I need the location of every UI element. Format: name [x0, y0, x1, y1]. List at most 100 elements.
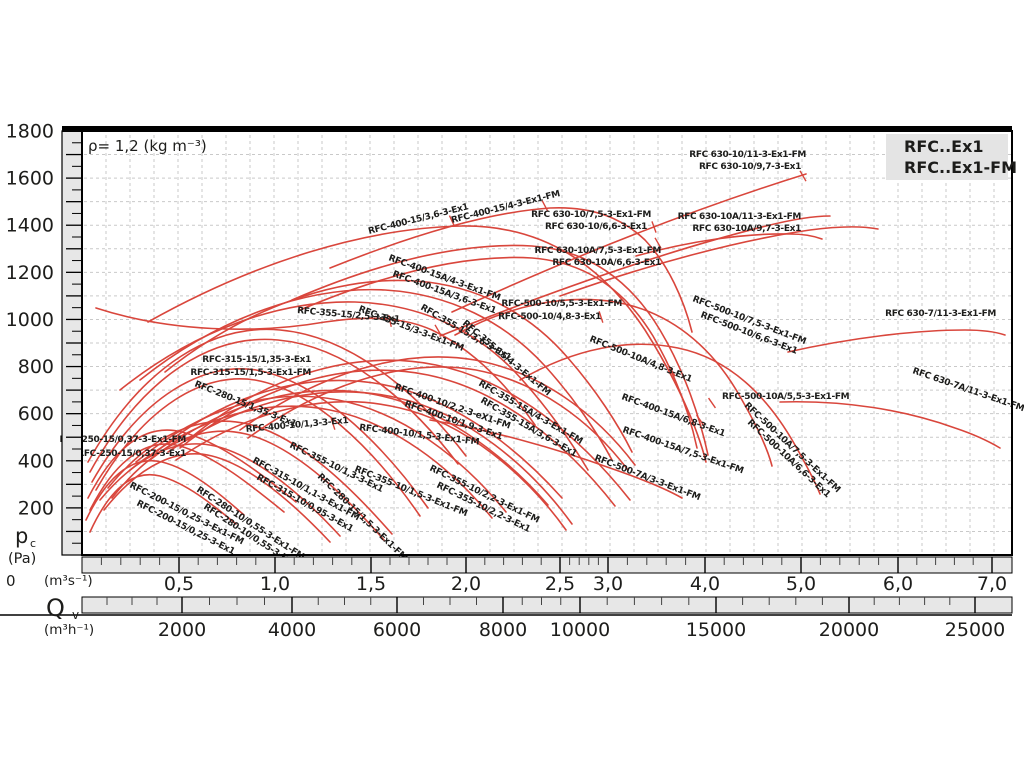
- flow-ms-tick-label: 4,0: [690, 573, 720, 595]
- y-axis-tick-label: 1000: [6, 309, 54, 331]
- flow-m3h-tick-label: 6000: [373, 619, 421, 641]
- y-axis-labels: 1800 1600 1400 1200 1000 800 600 400 200: [6, 121, 54, 520]
- curve-label: RFC-500-10/4,8-3-Ex1: [498, 312, 601, 322]
- performance-curves: [85, 173, 1006, 543]
- curve-rfc-400-15a-3-6-3-ex1: [299, 256, 698, 449]
- flow-ms-ticks: [100, 557, 993, 573]
- flow-m3h-tick-label: 20000: [819, 619, 879, 641]
- curve-label: RFC-500-10/5,5-3-Ex1-FM: [501, 299, 622, 309]
- curve-tick-mark: [330, 418, 336, 430]
- curve-tick-mark: [799, 170, 807, 182]
- curve-rfc-355-10-2-2-3-ex1: [175, 400, 567, 531]
- curve-rfc-315-15-1-35-3-ex1: [89, 338, 459, 473]
- flow-ms-tick-label: 0,5: [164, 573, 194, 595]
- flow-ms-tick-label: 6,0: [883, 573, 913, 595]
- flow-ms-tick-label: 1,0: [260, 573, 290, 595]
- curve-rfc-400-10-1-9-3-ex1: [179, 369, 616, 507]
- flow-ms-ruler-band: [81, 556, 1013, 574]
- flow-m3h-tick-labels: 2000 4000 6000 8000 10000 15000 20000 25000: [158, 619, 1005, 641]
- curve-rfc-500-7a-3-3-ex1-fm: [429, 419, 683, 499]
- curve-label: RFC 630-10A/11-3-Ex1-FM: [678, 212, 802, 222]
- curve-label: RFC-250-15/0,37-3-Ex1: [77, 449, 186, 459]
- curve-label: RFC 630-10A/9,7-3-Ex1: [692, 224, 801, 234]
- curve-tick-mark: [654, 237, 662, 249]
- flow-ms-tick-labels: 0,5 1,0 1,5 2,0 2,5 3,0 4,0 5,0 6,0 7,0: [164, 573, 1007, 595]
- y-axis-unit: (Pa): [8, 551, 36, 567]
- flow-m3h-tick-label: 25000: [945, 619, 1005, 641]
- y-axis-name: p: [15, 524, 28, 548]
- y-axis-tick-label: 800: [18, 356, 54, 378]
- curve-tick-marks: [330, 170, 807, 430]
- legend-line-ex1-fm: RFC..Ex1-FM: [904, 158, 1017, 177]
- curve-rfc-355-10-2-2-3-ex1-fm: [167, 391, 573, 525]
- curve-rfc-400-15-3-6-3-ex1: [147, 225, 707, 463]
- curve-rfc-280-10-0-55-3-ex1: [103, 453, 331, 543]
- curve-tick-mark: [598, 311, 604, 323]
- curve-rfc-355-15a-3-6-3-ex1: [247, 366, 629, 471]
- curve-label: RFC-250-15/0,37-3-Ex1-FM: [59, 435, 186, 445]
- y-axis-tick-label: 1600: [6, 168, 54, 190]
- y-axis-tick-label: 400: [18, 450, 54, 472]
- curve-label: RFC 630-10/11-3-Ex1-FM: [689, 150, 806, 160]
- curve-rfc-355-15a-4-3-ex1-fm: [239, 356, 636, 466]
- flow-ms-tick-label: 1,5: [356, 573, 386, 595]
- curve-label: RFC 630-10/7,5-3-Ex1-FM: [531, 210, 651, 220]
- flow-ms-tick-label: 2,5: [545, 573, 575, 595]
- curve-tick-mark: [434, 324, 442, 336]
- curve-rfc-630-10a-11: [559, 226, 879, 297]
- y-axis-tick-label: 1800: [6, 121, 54, 143]
- curve-rfc-280-15-1-5-3-ex1-fm: [91, 368, 429, 509]
- curve-rfc-630-7-11: [787, 329, 1006, 353]
- flow-m3h-unit: (m³h⁻¹): [44, 622, 94, 638]
- curve-rfc-400-15a-4-3-ex1-fm: [291, 244, 709, 456]
- curve-tick-mark: [541, 200, 549, 212]
- curve-rfc-355-15-2-5-3-ex1: [95, 307, 536, 426]
- curve-rfc-500-10a: [519, 343, 821, 495]
- flow-m3h-ticks: [106, 597, 976, 613]
- flow-ms-tick-label: 3,0: [593, 573, 623, 595]
- curve-tick-mark: [388, 314, 392, 328]
- curve-label: RFC 630-10/6,6-3-Ex1: [545, 222, 647, 232]
- curve-tick-mark: [651, 221, 657, 233]
- curve-rfc-355-15-3-3-ex1-fm: [119, 301, 589, 471]
- curve-label: RFC-315-15/1,5-3-Ex1-FM: [190, 368, 311, 378]
- flow-m3h-ruler-band: [81, 596, 1013, 614]
- curve-rfc-400-10-2-2-3-ex1-fm: [187, 359, 631, 501]
- flow-m3h-tick-label: 2000: [158, 619, 206, 641]
- curve-tick-mark: [695, 414, 705, 426]
- flow-ms-tick-label: 5,0: [786, 573, 816, 595]
- flow-ms-tick-label: 2,0: [451, 573, 481, 595]
- y-axis-name-subscript: c: [30, 537, 36, 550]
- y-axis-tick-label: 1400: [6, 215, 54, 237]
- y-axis-tick-label: 600: [18, 403, 54, 425]
- curve-rfc-355-15-4-3-ex1-fm: [164, 279, 633, 453]
- curve-rfc-315-15-1-5-3-ex1-fm: [87, 328, 467, 463]
- curve-rfc-280-15-1-35-3-ex1: [95, 378, 421, 517]
- flow-ms-tick-label: 7,0: [977, 573, 1007, 595]
- curve-label: RFC 630-10/9,7-3-Ex1: [699, 162, 801, 172]
- flow-axis-name-subscript: v: [72, 608, 79, 622]
- curve-rfc-400-10-1-5-3-ex1-fm: [155, 379, 563, 499]
- flow-m3h-tick-label: 10000: [550, 619, 610, 641]
- curve-label: RFC 630-10A/7,5-3-Ex1-FM: [535, 246, 662, 256]
- curve-rfc-400-15-4-3-ex1-fm: [329, 206, 693, 333]
- curve-tick-mark: [707, 397, 717, 409]
- curve-tick-mark: [448, 215, 456, 227]
- curve-label: RFC-315-15/1,35-3-Ex1: [202, 355, 311, 365]
- flow-axis-name: Q: [46, 594, 65, 622]
- density-label: ρ= 1,2 (kg m⁻³): [88, 137, 207, 155]
- curve-rfc-630-10-11: [451, 173, 807, 313]
- curve-rfc-630-7a-11: [779, 400, 1001, 449]
- curve-label: RFC 630-7/11-3-Ex1-FM: [885, 309, 996, 319]
- curve-label: RFC-500-10A/5,5-3-Ex1-FM: [722, 392, 850, 402]
- curve-tick-mark: [668, 365, 676, 377]
- curve-rfc-630-10-7-5: [439, 215, 831, 337]
- legend-line-ex1: RFC..Ex1: [904, 137, 984, 156]
- y-axis-zero-label: 0: [6, 572, 16, 590]
- curve-rfc-630-10a-9-7: [635, 233, 823, 257]
- curve-rfc-355-15-3-6-3-ex1: [139, 288, 613, 461]
- y-axis-tick-label: 200: [18, 497, 54, 519]
- y-axis-tick-label: 1200: [6, 262, 54, 284]
